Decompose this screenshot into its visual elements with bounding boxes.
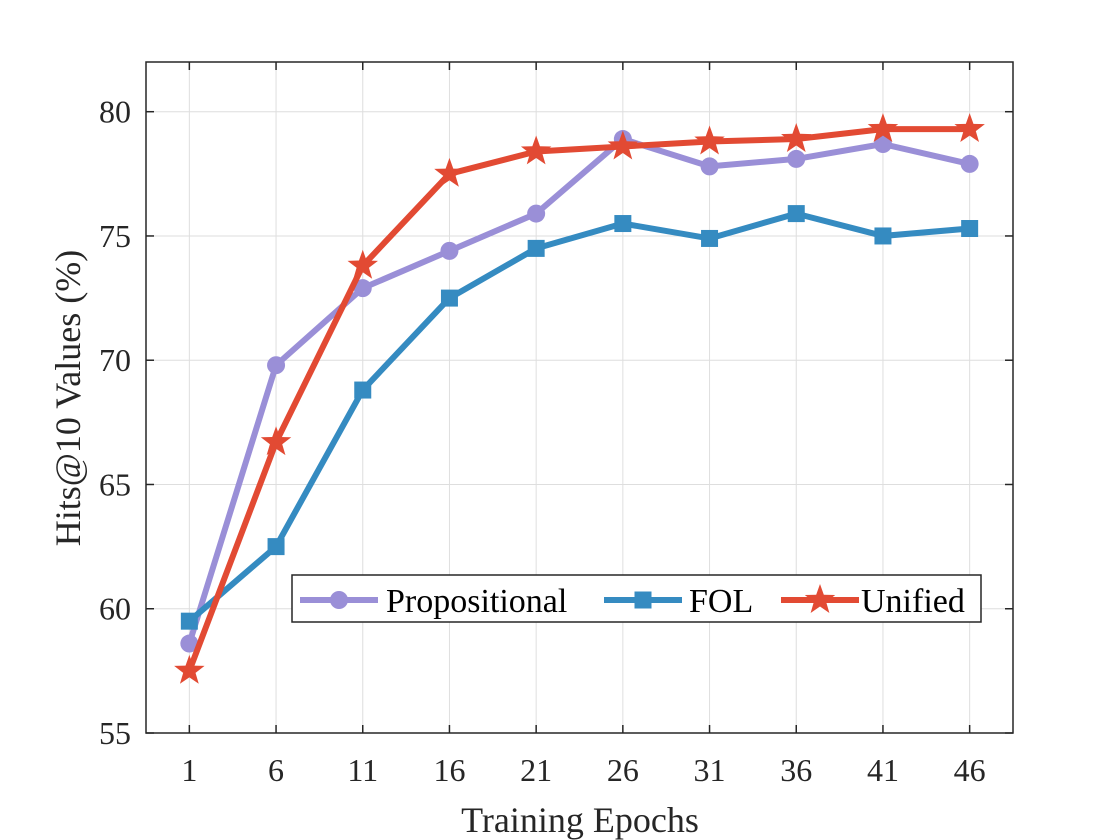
data-point-fol xyxy=(701,229,719,247)
legend-item-fol: FOL xyxy=(604,583,753,620)
data-point-unified xyxy=(260,426,292,456)
x-tick-label: 31 xyxy=(694,752,726,788)
x-tick-label: 36 xyxy=(780,752,812,788)
data-point-unified xyxy=(694,125,725,155)
y-tick-label: 70 xyxy=(99,342,131,378)
data-point-unified xyxy=(607,130,639,160)
x-tick-label: 21 xyxy=(520,752,552,788)
data-point-propositional xyxy=(267,356,286,375)
data-point-propositional xyxy=(700,157,719,176)
data-point-propositional xyxy=(353,279,372,298)
x-tick-label: 46 xyxy=(954,752,986,788)
data-point-fol xyxy=(267,538,285,556)
y-tick-labels: 55 60 65 70 75 80 xyxy=(99,94,131,751)
data-point-unified xyxy=(520,135,552,165)
data-point-propositional xyxy=(873,135,892,154)
data-point-propositional xyxy=(180,634,199,653)
data-point-fol xyxy=(614,215,632,233)
data-point-fol xyxy=(787,205,805,223)
data-point-unified xyxy=(174,654,205,684)
data-point-fol xyxy=(874,227,892,245)
legend-label-fol: FOL xyxy=(689,583,753,620)
x-tick-label: 26 xyxy=(607,752,639,788)
series-layer xyxy=(174,113,985,684)
legend-marker-unified xyxy=(804,584,836,613)
axis-ticks xyxy=(146,62,1013,734)
y-tick-label: 55 xyxy=(99,715,131,751)
data-point-fol xyxy=(180,612,198,630)
data-point-fol xyxy=(527,239,545,257)
x-tick-label: 6 xyxy=(268,752,284,788)
x-tick-label: 16 xyxy=(433,752,465,788)
legend-item-propositional: Propositional xyxy=(300,583,567,620)
x-tick-labels: 1 6 11 16 21 26 31 36 41 46 xyxy=(181,752,985,788)
data-point-unified xyxy=(434,157,465,187)
series-unified xyxy=(174,113,985,684)
data-point-fol xyxy=(440,289,458,307)
series-line-fol xyxy=(187,210,970,624)
data-point-unified xyxy=(867,113,899,143)
data-point-propositional xyxy=(960,154,979,173)
y-tick-label: 65 xyxy=(99,466,131,502)
x-axis-label: Training Epochs xyxy=(461,800,699,840)
data-point-fol xyxy=(961,220,979,238)
legend-marker-shape xyxy=(804,584,836,613)
legend-box xyxy=(291,574,982,623)
data-point-propositional xyxy=(440,241,459,260)
legend: Propositional FOL Unified xyxy=(291,574,982,623)
data-point-unified xyxy=(954,113,985,143)
data-point-propositional xyxy=(787,149,806,168)
series-fol xyxy=(180,205,979,630)
series-line-propositional xyxy=(186,136,971,645)
legend-label-unified: Unified xyxy=(861,583,965,620)
data-point-propositional xyxy=(527,204,546,223)
data-point-unified xyxy=(347,249,378,279)
y-tick-label: 80 xyxy=(99,94,131,130)
series-line-unified xyxy=(186,126,970,672)
y-tick-label: 60 xyxy=(99,591,131,627)
x-tick-label: 11 xyxy=(347,752,378,788)
plot-frame xyxy=(145,61,1014,734)
legend-item-unified: Unified xyxy=(781,583,965,620)
legend-label-propositional: Propositional xyxy=(386,583,567,620)
legend-marker-fol xyxy=(634,591,652,609)
legend-marker-shape xyxy=(330,591,348,609)
x-tick-label: 41 xyxy=(867,752,899,788)
y-axis-label: Hits@10 Values (%) xyxy=(48,250,88,546)
data-point-fol xyxy=(354,381,372,399)
y-tick-label: 75 xyxy=(99,218,131,254)
legend-marker-shape xyxy=(634,591,652,609)
legend-marker-propositional xyxy=(330,591,348,609)
data-point-unified xyxy=(781,123,812,152)
x-tick-label: 1 xyxy=(181,752,197,788)
